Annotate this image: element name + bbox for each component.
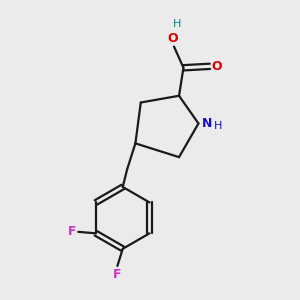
Text: O: O (167, 32, 178, 45)
Text: N: N (202, 117, 212, 130)
Text: F: F (113, 268, 122, 281)
Text: O: O (212, 60, 222, 73)
Text: F: F (68, 225, 76, 239)
Text: H: H (173, 19, 181, 29)
Text: H: H (214, 121, 222, 131)
